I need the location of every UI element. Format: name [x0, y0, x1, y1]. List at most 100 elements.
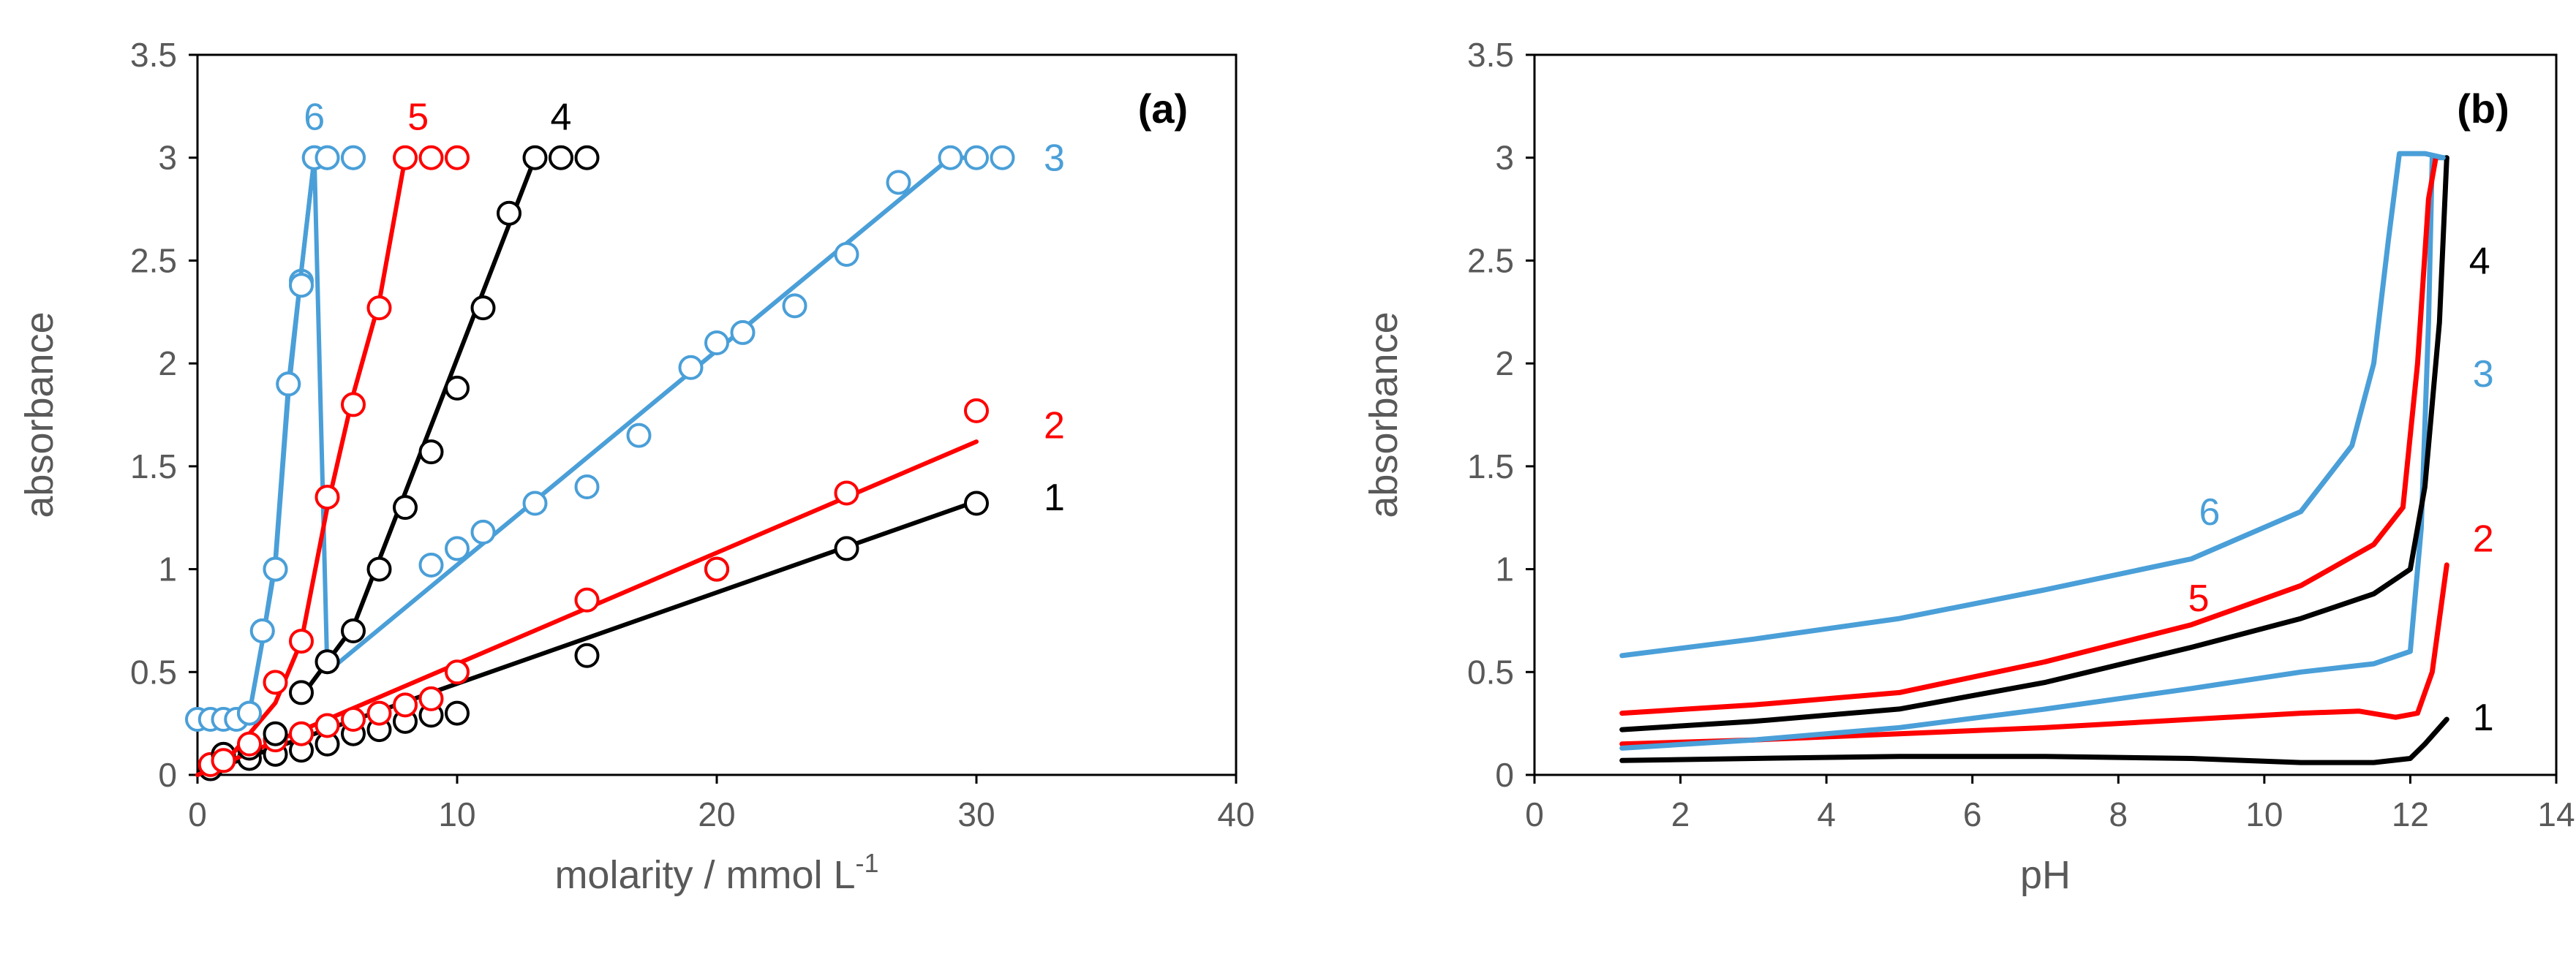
data-point-3 [964, 145, 989, 170]
plot-area-frame [1533, 53, 2558, 776]
data-point-4 [574, 145, 600, 170]
x-tick-label: 8 [2109, 795, 2128, 833]
y-tick-label: 2 [158, 344, 177, 382]
data-point-4 [289, 680, 314, 705]
y-tick-label: 1.5 [1467, 447, 1514, 485]
y-tick-label: 0.5 [130, 653, 177, 691]
data-point-2 [366, 700, 392, 726]
y-tick-label: 3 [1495, 139, 1514, 177]
y-tick-label: 1 [1495, 550, 1514, 588]
series-6: 6 [1619, 151, 2446, 659]
x-tick-label: 40 [1217, 795, 1254, 833]
series-3: 3 [185, 137, 1065, 732]
data-point-6 [263, 556, 288, 582]
data-point-3 [470, 519, 496, 545]
y-tick-label: 3 [158, 139, 177, 177]
data-point-5 [366, 295, 392, 321]
data-point-2 [418, 686, 444, 711]
data-point-2 [445, 659, 470, 685]
data-point-2 [393, 692, 418, 718]
data-point-3 [834, 241, 859, 267]
series-label-2: 2 [1044, 405, 1065, 447]
panel-a: 0 0.5 1 1.5 2 2.5 3 3.5 0 10 20 30 40 absorbance molar… [18, 36, 1255, 897]
x-axis-title: molarity / mmol L-1 [554, 848, 878, 897]
series-label-2: 2 [2473, 518, 2494, 560]
data-point-3 [938, 145, 963, 170]
data-point-3 [704, 330, 729, 355]
fit-line-4 [299, 155, 538, 700]
x-tick-label: 10 [2245, 795, 2283, 833]
curve-2 [1619, 562, 2449, 747]
series-1: 1 [1619, 697, 2494, 765]
series-label-4: 4 [2469, 240, 2490, 282]
data-point-5 [418, 145, 444, 170]
y-tick-label: 2 [1495, 344, 1514, 382]
fit-line-5 [221, 155, 407, 767]
series-label-4: 4 [551, 96, 572, 138]
data-point-5 [445, 145, 470, 170]
x-tick-label: 30 [957, 795, 995, 833]
x-tick-label: 4 [1817, 795, 1836, 833]
data-point-6 [341, 145, 366, 170]
curve-6 [1619, 151, 2446, 659]
data-point-5 [289, 629, 314, 654]
x-tick-label: 0 [188, 795, 207, 833]
curve-1 [1619, 716, 2449, 765]
data-point-4 [341, 618, 366, 643]
data-point-6 [276, 371, 301, 397]
y-tick-label: 1 [158, 550, 177, 588]
data-point-1 [574, 643, 600, 668]
panel-label: (b) [2457, 86, 2509, 132]
data-point-5 [315, 485, 340, 510]
data-point-3 [782, 293, 807, 319]
panel-label: (a) [1138, 86, 1188, 132]
series-label-6: 6 [2199, 491, 2221, 534]
y-tick-label: 0 [158, 756, 177, 794]
data-point-3 [990, 145, 1015, 170]
x-axis-title: pH [2020, 853, 2071, 897]
series-label-1: 1 [1044, 477, 1065, 519]
x-axis-title-text: pH [2020, 853, 2071, 897]
data-point-3 [445, 536, 470, 561]
y-tick-label: 2.5 [130, 241, 177, 279]
data-point-3 [730, 319, 756, 345]
fit-line-6 [247, 155, 317, 716]
series-4: 4 [211, 96, 600, 767]
data-point-1 [445, 700, 470, 726]
data-point-5 [211, 748, 236, 773]
data-point-5 [341, 392, 366, 417]
data-point-4 [445, 375, 470, 401]
y-tick-label: 0.5 [1467, 653, 1514, 691]
data-point-2 [574, 587, 600, 613]
x-tick-label: 20 [698, 795, 735, 833]
y-tick-label: 3.5 [130, 36, 177, 74]
data-point-4 [366, 556, 392, 582]
data-point-4 [470, 295, 496, 321]
y-tick-label: 1.5 [130, 447, 177, 485]
y-axis-title: absorbance [1362, 311, 1406, 518]
series-4: 4 [1619, 155, 2490, 732]
series-label-1: 1 [2473, 697, 2494, 739]
data-point-4 [497, 200, 521, 226]
data-point-2 [289, 721, 314, 746]
curve-4 [1619, 155, 2449, 732]
series-3: 3 [1619, 155, 2494, 751]
y-tick-label: 0 [1495, 756, 1514, 794]
x-tick-label: 2 [1671, 795, 1690, 833]
series-label-5: 5 [2188, 578, 2210, 620]
data-point-2 [964, 398, 989, 423]
data-point-3 [574, 474, 600, 499]
data-point-1 [964, 491, 989, 516]
x-tick-label: 10 [438, 795, 475, 833]
data-point-1 [834, 536, 859, 561]
y-axis-title: absorbance [18, 311, 61, 518]
x-tick-label: 0 [1525, 795, 1544, 833]
curve-5 [1619, 155, 2438, 716]
data-point-6 [237, 700, 262, 726]
curve-3 [1619, 155, 2449, 751]
panel-b: 00.511.522.533.50 2 4 6 8 10 12 14absorbancepH(… [1362, 36, 2575, 897]
data-point-5 [237, 731, 262, 757]
x-tick-label: 6 [1963, 795, 1982, 833]
data-point-4 [418, 439, 444, 465]
